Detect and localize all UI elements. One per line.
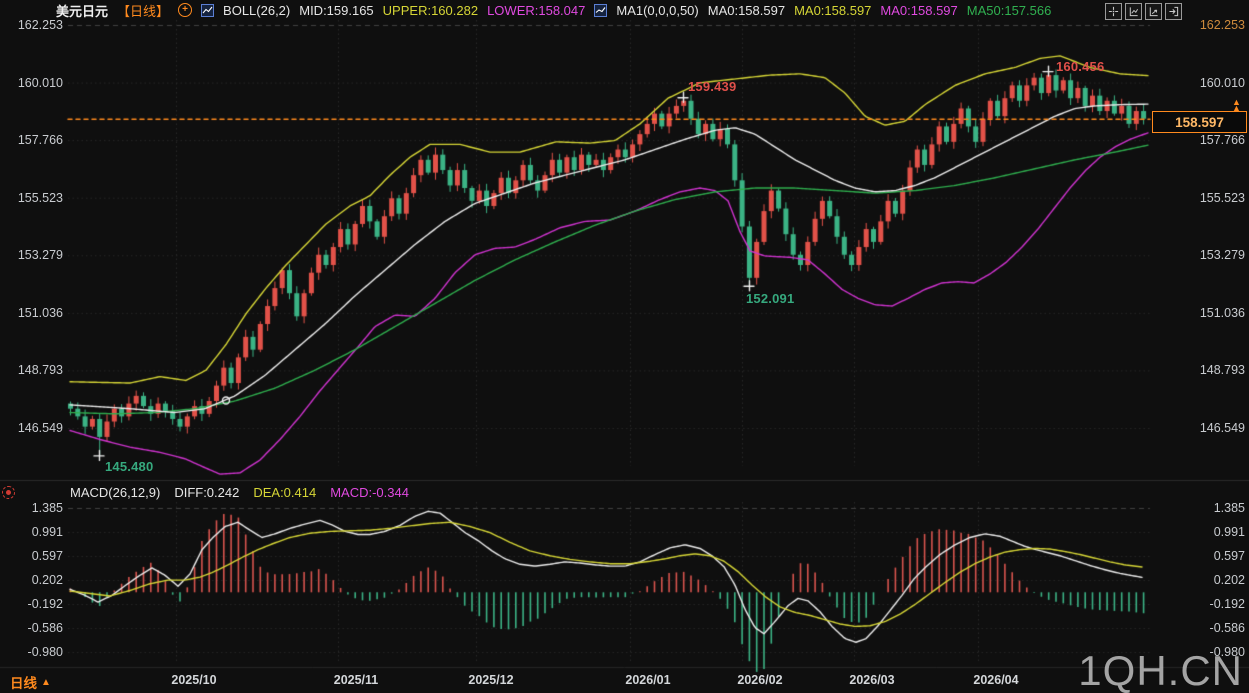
ma0-white-value: MA0:158.597	[707, 2, 786, 18]
macd-tick-left: 0.597	[31, 548, 63, 563]
price-tick-right: 148.793	[1199, 363, 1245, 378]
macd-diff-value: DIFF:0.242	[174, 485, 240, 500]
price-tick-left: 160.010	[17, 75, 63, 90]
ma0-magenta-value: MA0:158.597	[880, 2, 958, 18]
x-axis-label: 2025/12	[468, 673, 514, 687]
x-axis-label: 2025/10	[171, 673, 217, 687]
macd-tick-left: 0.991	[31, 524, 63, 539]
price-annotation: 145.480	[105, 459, 154, 475]
chart-toolbar	[1105, 3, 1182, 20]
ma0-yellow-value: MA0:158.597	[794, 2, 872, 18]
macd-tick-left: -0.192	[27, 596, 63, 611]
price-tick-right: 151.036	[1199, 305, 1245, 320]
boll-indicator-icon[interactable]	[201, 3, 215, 17]
price-tick-left: 162.253	[17, 18, 63, 32]
macd-tick-left: 0.202	[31, 572, 63, 587]
axis-left-icon[interactable]	[1125, 3, 1142, 20]
macd-macd-value: MACD:-0.344	[330, 485, 409, 500]
price-annotation: 159.439	[688, 79, 737, 95]
ma50-value: MA50:157.566	[966, 2, 1052, 18]
x-axis-label: 2026/03	[849, 673, 895, 687]
crosshair-icon[interactable]	[1105, 3, 1122, 20]
price-tick-right: 162.253	[1199, 18, 1245, 32]
price-tick-left: 155.523	[17, 190, 63, 205]
price-annotation: 160.456	[1056, 59, 1105, 75]
macd-tick-right: -0.980	[1209, 644, 1245, 659]
macd-tick-right: -0.192	[1209, 596, 1245, 611]
macd-tick-right: -0.586	[1209, 620, 1245, 635]
price-tick-right: 157.766	[1199, 133, 1245, 148]
macd-name: MACD(26,12,9)	[70, 485, 161, 500]
current-price-value: 158.597	[1175, 114, 1224, 130]
price-tick-right: 146.549	[1199, 420, 1245, 435]
price-tick-left: 151.036	[17, 305, 63, 320]
macd-tick-left: 1.385	[31, 500, 63, 515]
price-tick-left: 153.279	[17, 248, 63, 263]
watermark: 1QH.CN	[1078, 647, 1243, 693]
macd-tick-right: 0.597	[1213, 548, 1245, 563]
period-selector-label: 日线	[10, 676, 37, 691]
ma-indicator-icon[interactable]	[594, 3, 608, 17]
period-selector[interactable]: 日线 ▲	[10, 672, 51, 692]
add-indicator-icon[interactable]: +	[178, 3, 193, 17]
symbol-name[interactable]: 美元日元	[56, 3, 109, 19]
current-price-tag: 158.597	[1152, 111, 1247, 133]
boll-upper-value: UPPER:160.282	[382, 2, 479, 18]
macd-tick-left: -0.586	[27, 620, 63, 635]
x-axis-label: 2026/04	[973, 673, 1019, 687]
macd-header: MACD(26,12,9) DIFF:0.242 DEA:0.414 MACD:…	[70, 485, 409, 500]
price-up-arrows-icon: ▲ ▲	[1232, 97, 1241, 113]
price-tick-left: 148.793	[17, 363, 63, 378]
boll-label: BOLL(26,2)	[223, 2, 291, 18]
price-annotation: 152.091	[746, 290, 795, 306]
red-target-icon[interactable]	[2, 486, 15, 499]
macd-tick-right: 1.385	[1213, 500, 1245, 515]
macd-tick-right: 0.991	[1213, 524, 1245, 539]
boll-lower-value: LOWER:158.047	[487, 2, 586, 18]
macd-dea-value: DEA:0.414	[253, 485, 317, 500]
price-tick-right: 153.279	[1199, 248, 1245, 263]
price-tick-right: 160.010	[1199, 75, 1245, 90]
macd-tick-right: 0.202	[1213, 572, 1245, 587]
price-tick-left: 157.766	[17, 133, 63, 148]
indicator-header: 美元日元 【日线】 + BOLL(26,2) MID:159.165 UPPER…	[56, 2, 1052, 19]
x-axis-label: 2025/11	[333, 673, 379, 687]
triangle-up-icon: ▲	[41, 676, 51, 688]
macd-tick-left: -0.980	[27, 644, 63, 659]
period-tag[interactable]: 【日线】	[117, 3, 170, 19]
x-axis-label: 2026/02	[737, 673, 783, 687]
boll-mid-value: MID:159.165	[299, 2, 374, 18]
x-axis-label: 2026/01	[625, 673, 671, 687]
price-tick-left: 146.549	[17, 420, 63, 435]
ma-group-label: MA1(0,0,0,50)	[616, 2, 699, 18]
exit-chart-icon[interactable]	[1165, 3, 1182, 20]
price-tick-right: 155.523	[1199, 190, 1245, 205]
axis-right-icon[interactable]	[1145, 3, 1162, 20]
